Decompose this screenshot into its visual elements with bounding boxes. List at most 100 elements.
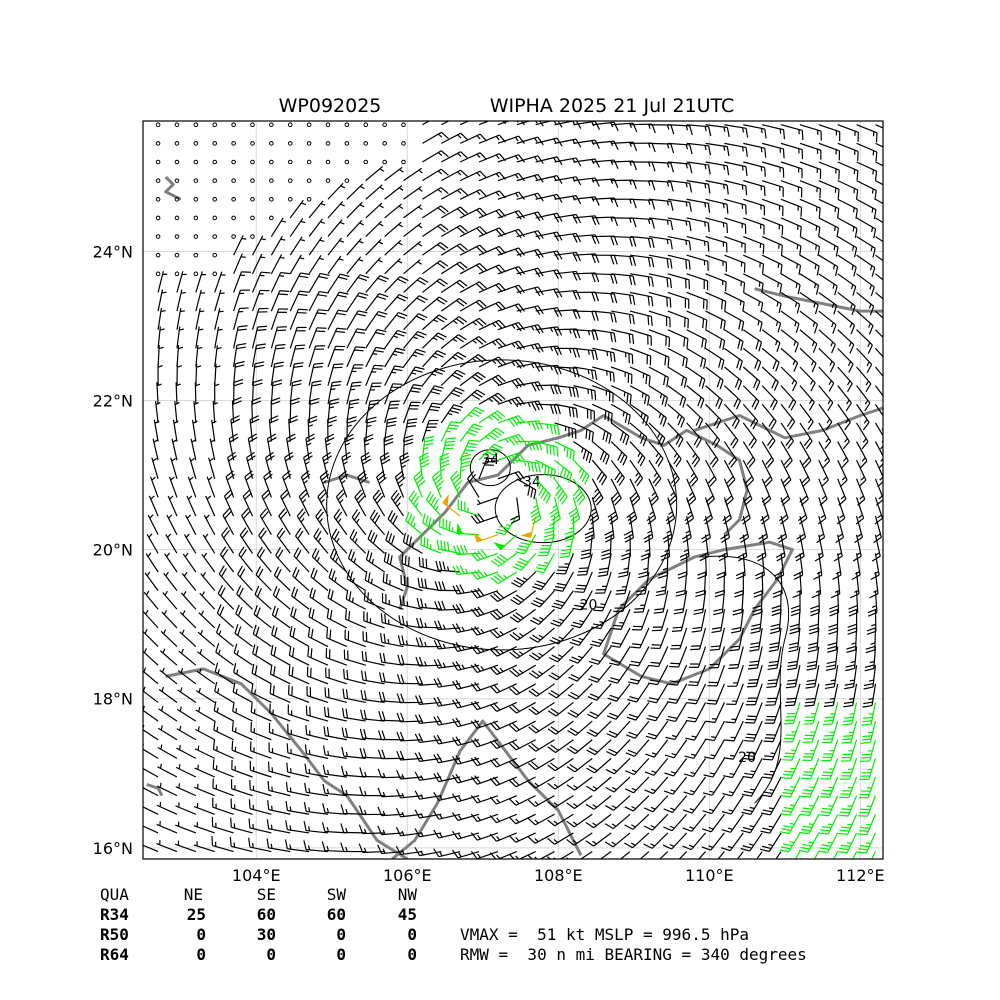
wind-barb xyxy=(837,310,856,335)
wind-barb xyxy=(648,385,669,407)
wind-barb xyxy=(646,497,657,525)
wind-barb xyxy=(171,438,178,461)
wind-barb xyxy=(304,763,329,778)
table-cell: 0 xyxy=(407,925,417,944)
wind-barb xyxy=(667,235,692,251)
wind-barb xyxy=(814,534,824,562)
wind-barb xyxy=(497,284,525,295)
wind-barb xyxy=(648,329,671,347)
wind-barb xyxy=(577,553,593,576)
wind-barb xyxy=(384,417,397,442)
wind-barb xyxy=(212,778,234,797)
axis-ticks: 104°E 106°E 108°E 110°E 112°E 16°N 18°N 20°N 22°… xyxy=(93,242,885,885)
wind-barb xyxy=(647,683,669,704)
table-row-label: R34 xyxy=(100,905,129,924)
wind-barb xyxy=(384,311,408,331)
wind-barb xyxy=(686,347,707,369)
wind-barb xyxy=(459,281,487,293)
wind-barb xyxy=(365,275,389,293)
wind-barb xyxy=(160,629,178,647)
wind-barb xyxy=(850,571,860,599)
wind-barb xyxy=(422,242,449,256)
wind-barb xyxy=(422,278,448,293)
wind-barb xyxy=(800,776,820,798)
wind-barb xyxy=(780,478,791,506)
wind-barb xyxy=(402,434,414,461)
wind-barb xyxy=(315,508,329,536)
wind-barb xyxy=(780,366,798,392)
wind-barb xyxy=(702,776,725,796)
wind-barb xyxy=(497,191,525,200)
wind-barb-calm xyxy=(174,196,180,202)
wind-barb xyxy=(333,508,348,536)
wind-barb xyxy=(414,847,442,857)
wind-barb xyxy=(365,311,388,331)
wind-barb xyxy=(209,438,216,461)
wind-barb xyxy=(325,648,348,666)
wind-barb xyxy=(433,658,461,669)
wind-barb xyxy=(585,851,612,859)
wind-barb xyxy=(421,385,444,405)
wind-barb xyxy=(818,478,828,506)
wind-barb xyxy=(452,830,480,840)
wind-barb xyxy=(317,489,329,517)
wind-barb xyxy=(270,271,291,293)
wind-barb-calm xyxy=(155,215,161,221)
wind-barb xyxy=(266,819,291,834)
wind-barb xyxy=(566,776,593,791)
wind-barb-calm xyxy=(382,159,387,165)
wind-barb xyxy=(837,832,858,854)
wind-barb xyxy=(761,478,772,506)
wind-barb xyxy=(635,571,650,596)
wind-barb xyxy=(667,310,689,329)
wind-barb xyxy=(723,441,738,468)
wind-barb xyxy=(308,397,320,423)
wind-barb-calm xyxy=(155,234,161,239)
wind-barb xyxy=(271,625,291,648)
wind-barb xyxy=(196,668,216,685)
wind-barb xyxy=(157,289,167,312)
wind-barb xyxy=(508,776,536,788)
wind-barb xyxy=(743,124,767,139)
wind-barb xyxy=(331,528,348,554)
rmw-bearing-summary: RMW = 30 n mi BEARING = 340 degrees xyxy=(460,945,807,964)
wind-barb xyxy=(811,571,822,599)
wind-barb xyxy=(234,624,253,648)
wind-barb xyxy=(727,665,744,687)
wind-barb xyxy=(459,244,487,256)
wind-barb xyxy=(554,232,582,243)
wind-barb xyxy=(433,753,461,764)
wind-barb xyxy=(327,201,345,219)
wind-barb xyxy=(164,552,178,573)
wind-barb xyxy=(459,439,479,461)
wind-barb xyxy=(861,702,877,726)
wind-barb xyxy=(648,142,675,154)
wind-barb xyxy=(856,310,874,335)
wind-barb xyxy=(875,273,883,281)
wind-barb xyxy=(440,188,468,200)
wind-barb xyxy=(400,574,423,592)
wind-barb xyxy=(559,534,574,559)
wind-barb xyxy=(586,720,612,738)
wind-barb xyxy=(508,813,536,825)
wind-barb xyxy=(604,813,631,830)
wind-barb xyxy=(360,690,385,704)
wind-barb xyxy=(459,170,488,182)
wind-barb xyxy=(233,289,250,312)
wind-barb xyxy=(146,533,159,554)
wind-barb xyxy=(780,142,804,160)
wind-barb xyxy=(322,764,347,778)
wind-barb xyxy=(459,389,486,405)
wind-barb xyxy=(270,397,281,423)
wind-barb xyxy=(765,683,782,706)
wind-barb xyxy=(780,161,803,179)
wind-barb xyxy=(667,403,686,428)
wind-barb xyxy=(251,683,272,703)
table-cell: 25 xyxy=(187,905,206,924)
wind-barb-calm xyxy=(363,141,369,146)
wind-barb xyxy=(473,532,499,543)
wind-barb xyxy=(702,795,725,815)
wind-barb xyxy=(275,546,291,573)
wind-barb xyxy=(433,734,461,745)
wind-barb xyxy=(174,840,197,853)
